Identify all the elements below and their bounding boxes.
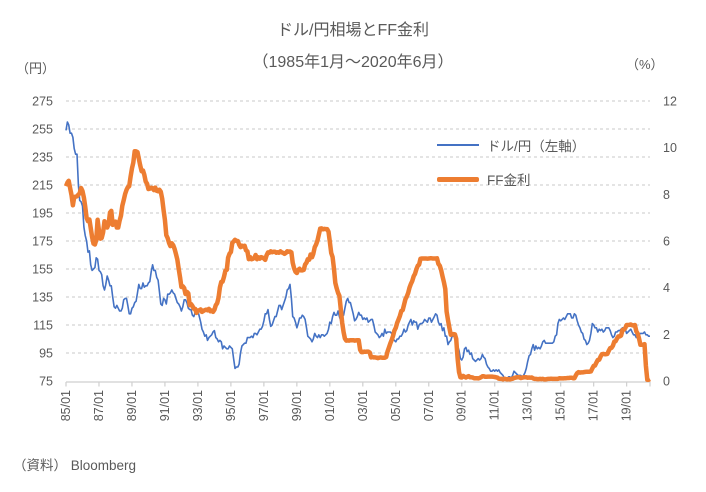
gridlines bbox=[66, 100, 650, 354]
legend-label-ffrate: FF金利 bbox=[487, 173, 531, 188]
x-axis-labels: 85/01 87/01 89/01 91/01 93/01 95/01 97/01 99/01… bbox=[59, 390, 634, 421]
svg-text:135: 135 bbox=[32, 291, 53, 305]
svg-text:13/01: 13/01 bbox=[521, 390, 535, 421]
svg-text:2: 2 bbox=[663, 328, 670, 342]
svg-text:17/01: 17/01 bbox=[587, 390, 601, 421]
source-note: （資料） Bloomberg bbox=[13, 458, 137, 473]
svg-text:91/01: 91/01 bbox=[158, 390, 172, 421]
svg-text:85/01: 85/01 bbox=[59, 390, 73, 421]
left-axis-labels: 275 255 235 215 195 175 155 135 115 95 75 bbox=[32, 95, 53, 389]
svg-text:87/01: 87/01 bbox=[92, 390, 106, 421]
right-axis-unit-label: （%） bbox=[626, 57, 664, 72]
svg-text:97/01: 97/01 bbox=[257, 390, 271, 421]
svg-text:0: 0 bbox=[663, 375, 670, 389]
svg-text:11/01: 11/01 bbox=[488, 390, 502, 420]
ffrate-line-swatch-icon bbox=[437, 176, 479, 182]
svg-text:235: 235 bbox=[32, 151, 53, 165]
x-axis bbox=[65, 381, 651, 387]
svg-text:89/01: 89/01 bbox=[125, 390, 139, 421]
svg-text:03/01: 03/01 bbox=[356, 390, 370, 421]
svg-text:255: 255 bbox=[32, 123, 53, 137]
svg-text:19/01: 19/01 bbox=[620, 390, 634, 421]
svg-text:12: 12 bbox=[663, 95, 677, 109]
legend-item-ffrate: FF金利 bbox=[437, 167, 585, 191]
chart-subtitle: （1985年1月〜2020年6月） bbox=[252, 54, 454, 71]
svg-text:95: 95 bbox=[39, 347, 53, 361]
svg-text:6: 6 bbox=[663, 235, 670, 249]
legend: ドル/円（左軸） FF金利 bbox=[437, 133, 585, 201]
svg-text:4: 4 bbox=[663, 281, 670, 295]
svg-text:215: 215 bbox=[32, 179, 53, 193]
svg-text:195: 195 bbox=[32, 207, 53, 221]
usdjpy-line-swatch-icon bbox=[437, 144, 479, 146]
svg-text:275: 275 bbox=[32, 95, 53, 109]
ff-rate-line bbox=[63, 148, 652, 383]
svg-text:75: 75 bbox=[39, 375, 53, 389]
svg-text:99/01: 99/01 bbox=[290, 390, 304, 421]
svg-text:93/01: 93/01 bbox=[191, 390, 205, 421]
svg-text:05/01: 05/01 bbox=[389, 390, 403, 421]
svg-text:155: 155 bbox=[32, 263, 53, 277]
right-axis-labels: 12 10 8 6 4 2 0 bbox=[663, 95, 677, 389]
svg-text:15/01: 15/01 bbox=[554, 390, 568, 421]
legend-label-usdjpy: ドル/円（左軸） bbox=[487, 139, 586, 154]
svg-text:95/01: 95/01 bbox=[224, 390, 238, 421]
svg-text:10: 10 bbox=[663, 141, 677, 155]
svg-text:175: 175 bbox=[32, 235, 53, 249]
svg-text:09/01: 09/01 bbox=[455, 390, 469, 421]
svg-text:115: 115 bbox=[33, 319, 53, 333]
svg-text:01/01: 01/01 bbox=[323, 390, 337, 421]
legend-item-usdjpy: ドル/円（左軸） bbox=[437, 133, 585, 157]
left-axis-unit-label: （円） bbox=[16, 61, 56, 76]
chart-title: ドル/円相場とFF金利 bbox=[277, 22, 429, 39]
svg-text:07/01: 07/01 bbox=[422, 390, 436, 421]
svg-text:8: 8 bbox=[663, 188, 670, 202]
usdjpy-line bbox=[65, 121, 650, 381]
